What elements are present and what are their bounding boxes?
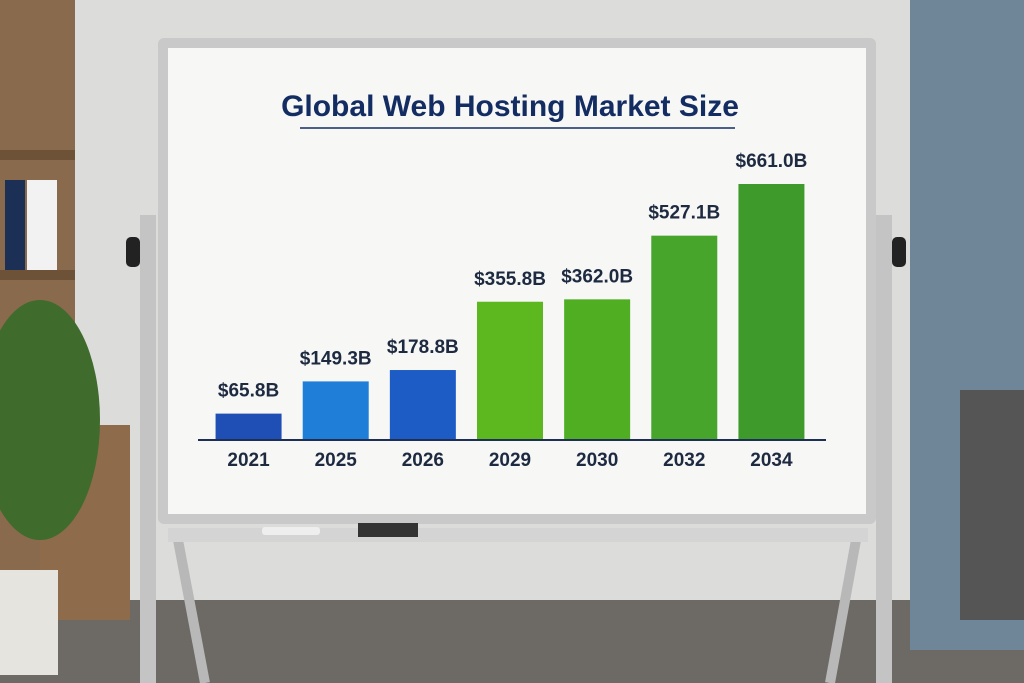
x-tick-label: 2021 [227,450,270,471]
x-tick-label: 2026 [402,450,444,471]
chair [960,390,1024,620]
eraser [358,523,418,537]
value-label: $527.1B [648,203,720,224]
stand-post [140,215,156,683]
pot [0,570,58,675]
value-label: $355.8B [474,269,546,290]
x-tick-label: 2030 [576,450,618,471]
bar [564,299,631,439]
bar [389,370,456,439]
bar [215,413,282,439]
stand-leg [173,539,210,683]
bar [302,381,369,439]
knob [126,237,140,267]
value-label: $65.8B [218,381,279,402]
bar [651,235,718,439]
stand-post [876,215,892,683]
value-label: $362.0B [561,266,633,287]
plant [0,300,100,540]
shelf-board [0,150,75,160]
value-label: $149.3B [300,348,372,369]
stand-leg [825,539,861,683]
x-tick-label: 2032 [663,450,705,471]
knob [892,237,906,267]
value-label: $178.8B [387,337,459,358]
tray [168,528,868,542]
plot: 2021 $65.8B 2025 $149.3B 2026 $178.8B 2029 $355… [215,151,808,471]
bar [477,301,543,439]
value-label: $661.0B [736,151,808,172]
x-tick-label: 2025 [315,450,358,471]
shelf-board [0,270,75,280]
marker [262,527,320,535]
bar [738,184,805,439]
chart-title: Global Web Hosting Market Size [281,90,739,123]
binder [5,180,25,270]
binder [27,180,57,270]
x-tick-label: 2034 [750,450,793,471]
floor [0,600,1024,683]
x-tick-label: 2029 [489,450,531,471]
